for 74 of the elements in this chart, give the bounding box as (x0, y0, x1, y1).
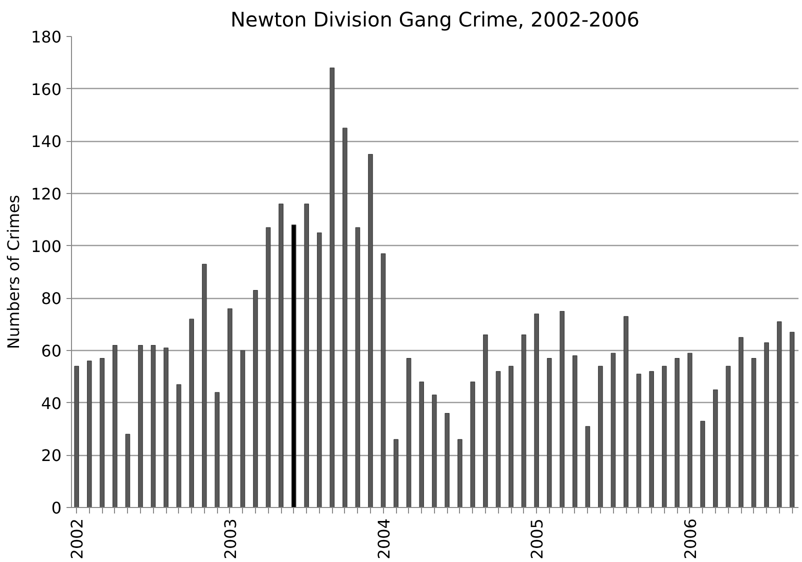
bar (176, 384, 182, 508)
bar (649, 371, 654, 508)
y-tick-label: 120 (30, 184, 62, 204)
y-tick-label: 140 (30, 132, 62, 152)
bar (138, 344, 143, 508)
bar (316, 232, 322, 508)
bar (546, 358, 552, 508)
bar (406, 358, 412, 508)
bar (726, 366, 731, 508)
bar (483, 334, 488, 508)
bar (100, 358, 105, 508)
bar (380, 253, 386, 508)
x-tick-label: 2002 (68, 518, 87, 560)
bar (764, 342, 769, 508)
y-tick-label: 180 (30, 28, 62, 46)
bar (624, 316, 628, 508)
y-tick-label: 60 (41, 342, 62, 360)
bar (610, 352, 616, 508)
y-tick-label: 160 (30, 80, 62, 99)
bar (470, 382, 476, 508)
x-tick-label: 2005 (528, 518, 547, 560)
bar (738, 337, 744, 508)
bar (687, 352, 692, 508)
bar (253, 290, 258, 508)
bar (496, 371, 501, 508)
bar (228, 308, 232, 508)
y-tick-label: 100 (30, 236, 62, 256)
bar (419, 382, 424, 508)
bar (112, 344, 118, 508)
bar (790, 332, 795, 508)
y-tick-label: 80 (41, 289, 62, 308)
bar (164, 348, 168, 508)
bar (508, 366, 514, 508)
bar (304, 204, 309, 508)
x-tick-label: 2006 (680, 518, 700, 560)
bar (572, 355, 578, 508)
y-tick-label: 20 (41, 446, 62, 466)
chart-title: Newton Division Gang Crime, 2002-2006 (230, 8, 640, 32)
y-tick-label: 40 (41, 394, 62, 413)
bar (86, 360, 92, 508)
bar (776, 321, 782, 508)
bar (444, 413, 450, 508)
bar (636, 374, 642, 508)
bar (342, 128, 348, 508)
bar (355, 227, 360, 508)
bar (278, 204, 284, 508)
bar (368, 154, 373, 508)
bar (585, 426, 590, 508)
bar (214, 392, 220, 508)
bar (189, 318, 194, 508)
bar (598, 366, 603, 508)
bar (534, 314, 539, 508)
bar (330, 68, 335, 508)
bar (674, 358, 680, 508)
bar (266, 227, 271, 508)
bar (662, 366, 667, 508)
bar (202, 264, 207, 508)
x-tick-label: 2003 (220, 518, 240, 560)
x-tick-label: 2004 (374, 518, 394, 560)
bar (458, 439, 462, 508)
bar (713, 389, 718, 508)
bar (521, 334, 526, 508)
bar (432, 394, 437, 508)
bar (150, 344, 156, 508)
bar (560, 310, 565, 508)
bar (700, 420, 706, 508)
bar (74, 366, 80, 508)
y-tick-label: 0 (51, 498, 62, 518)
y-axis-title: Numbers of Crimes (4, 194, 23, 350)
bar (240, 350, 246, 508)
bar (394, 439, 398, 508)
bar (125, 434, 130, 508)
bar (751, 358, 756, 508)
bar (291, 224, 296, 508)
